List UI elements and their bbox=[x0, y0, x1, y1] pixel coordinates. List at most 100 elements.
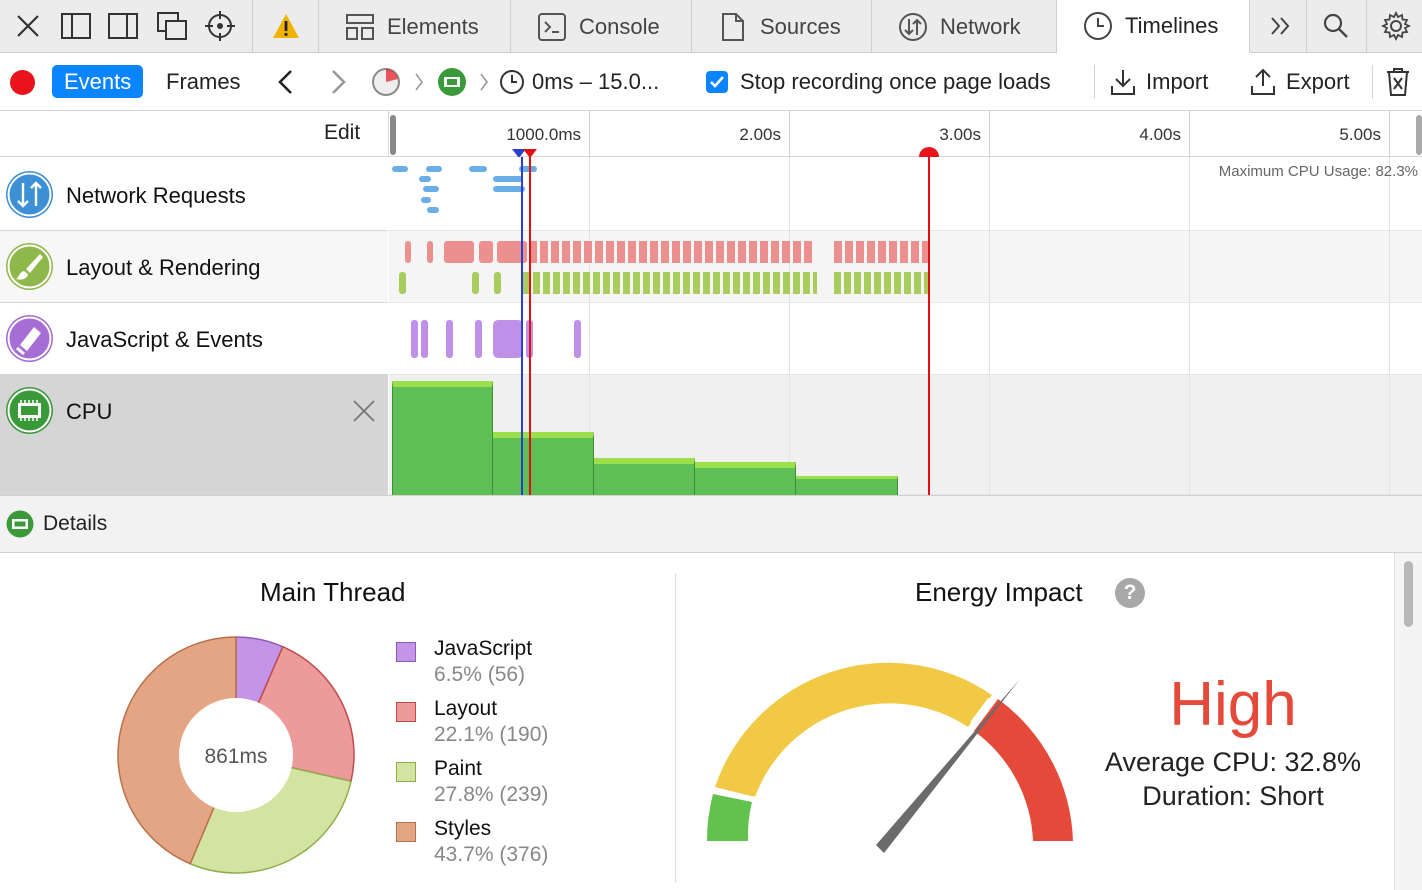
energy-impact-title: Energy Impact bbox=[915, 577, 1083, 607]
stop-recording-label: Stop recording once page loads bbox=[740, 69, 1051, 94]
script-mark[interactable] bbox=[475, 320, 482, 358]
script-mark[interactable] bbox=[411, 320, 418, 358]
script-mark[interactable] bbox=[493, 320, 523, 358]
cpu-usage-bar[interactable] bbox=[695, 462, 796, 495]
paint-mark[interactable] bbox=[472, 272, 479, 294]
track-cpu[interactable]: CPU bbox=[0, 375, 388, 495]
more-tabs-chevron-icon[interactable] bbox=[1258, 0, 1302, 52]
tab-label: Network bbox=[940, 13, 1021, 39]
layout-mark[interactable] bbox=[497, 241, 527, 263]
details-label: Details bbox=[43, 512, 108, 535]
load-event-line bbox=[529, 157, 531, 495]
donut-slice-styles[interactable] bbox=[117, 636, 237, 865]
stop-recording-checkbox[interactable]: Stop recording once page loads bbox=[706, 53, 1051, 111]
dock-left-icon[interactable] bbox=[56, 0, 96, 52]
time-range-label: 0ms – 15.0... bbox=[532, 69, 660, 94]
tab-label: Elements bbox=[387, 13, 479, 39]
main-thread-donut-chart[interactable]: 861ms bbox=[116, 635, 356, 875]
layout-mark[interactable] bbox=[479, 241, 493, 263]
details-scrollbar[interactable] bbox=[1394, 553, 1422, 890]
tab-network[interactable]: Network bbox=[872, 0, 1057, 53]
help-question-icon[interactable]: ? bbox=[1115, 578, 1145, 608]
cpu-usage-bar[interactable] bbox=[392, 381, 493, 495]
cpu-usage-bar[interactable] bbox=[796, 476, 898, 495]
clock-icon bbox=[500, 70, 524, 94]
events-mode-button[interactable]: Events bbox=[52, 65, 144, 98]
tab-sources[interactable]: Sources bbox=[692, 0, 872, 53]
undock-window-icon[interactable] bbox=[152, 0, 192, 52]
layout-marks-group[interactable] bbox=[529, 241, 815, 263]
back-arrow-icon[interactable] bbox=[276, 53, 296, 111]
export-icon bbox=[1251, 68, 1275, 95]
script-mark[interactable] bbox=[446, 320, 453, 358]
layout-marks-group[interactable] bbox=[834, 241, 932, 263]
forward-arrow-icon[interactable] bbox=[328, 53, 348, 111]
track-layout-rendering[interactable]: Layout & Rendering bbox=[0, 231, 388, 303]
track-label: Layout & Rendering bbox=[66, 255, 261, 280]
range-end-handle[interactable] bbox=[1416, 115, 1422, 155]
track-network-requests[interactable]: Network Requests bbox=[0, 157, 388, 231]
paint-marks-group[interactable] bbox=[834, 272, 930, 294]
legend-name: Paint bbox=[434, 757, 482, 780]
network-request-mark[interactable] bbox=[493, 176, 523, 182]
console-icon bbox=[538, 12, 566, 41]
network-request-mark[interactable] bbox=[392, 166, 408, 172]
layout-mark[interactable] bbox=[444, 241, 474, 263]
frames-mode-button[interactable]: Frames bbox=[166, 69, 241, 94]
edit-timelines-button[interactable]: Edit bbox=[324, 121, 361, 144]
average-cpu-label: Average CPU: 32.8% bbox=[1104, 747, 1362, 777]
legend-value: 43.7% (376) bbox=[434, 843, 549, 866]
network-request-mark[interactable] bbox=[426, 166, 442, 172]
tab-elements[interactable]: Elements bbox=[319, 0, 511, 53]
script-mark[interactable] bbox=[421, 320, 428, 358]
tab-bar: Elements Console Sources Network Timelin… bbox=[0, 0, 1422, 53]
layout-mark[interactable] bbox=[405, 241, 411, 263]
network-request-mark[interactable] bbox=[493, 186, 525, 192]
network-request-mark[interactable] bbox=[421, 197, 431, 203]
track-javascript-events[interactable]: JavaScript & Events bbox=[0, 303, 388, 375]
close-icon[interactable] bbox=[8, 0, 48, 52]
record-dot-icon bbox=[10, 69, 35, 95]
tab-label: Sources bbox=[760, 13, 841, 39]
network-request-mark[interactable] bbox=[427, 207, 439, 213]
breadcrumb-cpu-icon[interactable] bbox=[436, 53, 468, 111]
timeline-ruler[interactable]: Edit 1000.0ms 2.00s 3.00s 4.00s 5.00s bbox=[0, 111, 1422, 167]
record-button[interactable] bbox=[10, 53, 35, 111]
network-request-mark[interactable] bbox=[423, 186, 439, 192]
legend-value: 22.1% (190) bbox=[434, 723, 549, 746]
time-range-breadcrumb[interactable]: 0ms – 15.0... bbox=[498, 53, 659, 111]
clear-timeline-trash-icon[interactable] bbox=[1385, 53, 1411, 111]
paint-mark[interactable] bbox=[494, 272, 501, 294]
range-start-handle[interactable] bbox=[390, 115, 396, 155]
search-icon[interactable] bbox=[1314, 0, 1358, 52]
network-request-mark[interactable] bbox=[419, 176, 431, 182]
cpu-usage-bar[interactable] bbox=[493, 432, 594, 495]
legend-name: Styles bbox=[434, 817, 492, 840]
ruler-tick-label: 5.00s bbox=[1339, 125, 1381, 144]
network-icon bbox=[899, 12, 927, 41]
paint-mark[interactable] bbox=[399, 272, 406, 294]
timeline-plot[interactable]: Maximum CPU Usage: 82.3% bbox=[389, 157, 1422, 495]
tab-timelines[interactable]: Timelines bbox=[1057, 0, 1250, 53]
script-mark[interactable] bbox=[574, 320, 581, 358]
dock-right-icon[interactable] bbox=[103, 0, 143, 52]
settings-gear-icon[interactable] bbox=[1374, 0, 1418, 52]
import-button[interactable]: Import bbox=[1110, 53, 1208, 111]
cpu-usage-bar[interactable] bbox=[594, 458, 695, 495]
recording-clock-icon[interactable] bbox=[370, 53, 402, 111]
network-request-mark[interactable] bbox=[519, 166, 537, 172]
legend-swatch bbox=[396, 642, 416, 662]
close-track-icon[interactable] bbox=[352, 399, 376, 428]
export-button[interactable]: Export bbox=[1250, 53, 1350, 111]
scrollbar-thumb[interactable] bbox=[1404, 561, 1413, 627]
details-header[interactable]: Details bbox=[0, 495, 1422, 553]
layout-mark[interactable] bbox=[427, 241, 433, 263]
load-event-marker-icon bbox=[523, 149, 537, 158]
tab-console[interactable]: Console bbox=[511, 0, 692, 53]
timelines-icon bbox=[1084, 12, 1112, 40]
inspect-crosshair-icon[interactable] bbox=[200, 0, 240, 52]
legend-value: 6.5% (56) bbox=[434, 663, 526, 686]
paint-marks-group[interactable] bbox=[523, 272, 817, 294]
warning-icon[interactable] bbox=[266, 0, 306, 52]
network-request-mark[interactable] bbox=[469, 166, 487, 172]
